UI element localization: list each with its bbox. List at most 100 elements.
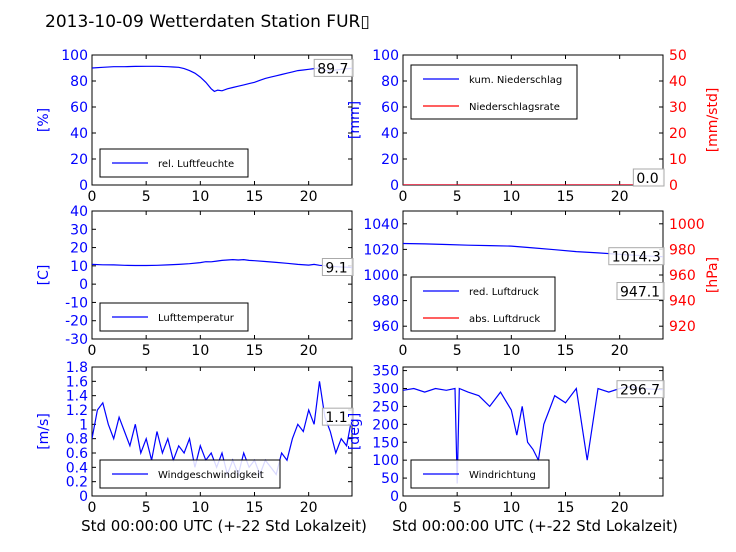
x-tick-label: 20 [300, 189, 318, 205]
x-tick-label: 20 [300, 343, 318, 359]
y-axis-label-right: [hPa] [705, 257, 721, 293]
x-axis-label: Std 00:00:00 UTC (+-22 Std Lokalzeit) [392, 517, 678, 535]
axes-frame [91, 54, 353, 186]
last-value-label: 947.1 [620, 285, 660, 301]
y-tick-label: 40 [70, 126, 88, 142]
legend: Windrichtung [410, 459, 550, 489]
legend-box [99, 302, 249, 332]
x-tick-label: 10 [191, 500, 209, 516]
value-label-box [313, 58, 354, 77]
value-label-box [608, 247, 665, 266]
x-tick-label: 20 [611, 189, 629, 205]
value-label-box [632, 168, 665, 187]
y-axis-label: [m/s] [36, 413, 52, 450]
x-tick-label: 10 [502, 343, 520, 359]
y-tick-label-right: 40 [669, 74, 687, 90]
series-line-windrichtung [403, 386, 663, 484]
panel-windspeed: 0 5 10 15 20 00.20.40.60.811.21.41.61.8 [m/s] S… [36, 360, 367, 535]
y-tick-label: 20 [70, 152, 88, 168]
x-tick-label: 0 [88, 189, 97, 205]
y-tick-label: 0 [390, 178, 399, 194]
y-axis-label-right: [mm/std] [705, 88, 721, 153]
y-tick-label: -10 [65, 295, 88, 311]
y-tick-label: 80 [70, 74, 88, 90]
y-tick-label: 300 [372, 382, 399, 398]
x-tick-label: 20 [611, 343, 629, 359]
figure-title: 2013-10-09 Wetterdaten Station FUR▯ [45, 12, 370, 32]
legend-box [410, 276, 556, 332]
panel-pressure: 0 5 10 15 20 960 980 1000 1020 1040 920 940 960 980 10… [363, 210, 721, 359]
y-tick-label: 60 [70, 100, 88, 116]
x-tick-label: 0 [88, 343, 97, 359]
legend-entry: Windrichtung [469, 470, 536, 481]
y-tick-label-right: 30 [669, 100, 687, 116]
x-tick-label: 15 [557, 189, 575, 205]
y-tick-label: 350 [372, 364, 399, 380]
y-tick-label: 1000 [363, 268, 399, 284]
x-tick-label: 15 [557, 500, 575, 516]
last-value-label: 9.1 [325, 261, 347, 277]
y-tick-label: 30 [70, 222, 88, 238]
y-tick-label: 40 [381, 126, 399, 142]
x-tick-label: 10 [502, 500, 520, 516]
x-tick-label: 15 [557, 343, 575, 359]
y-tick-label-right: 980 [669, 242, 696, 258]
y-tick-label: 1.2 [66, 403, 88, 419]
y-tick-label: 100 [61, 48, 88, 64]
y-tick-label-right: 20 [669, 126, 687, 142]
x-tick-label: 10 [502, 189, 520, 205]
legend-entry: Windgeschwindigkeit [158, 470, 264, 481]
y-tick-label-right: 50 [669, 48, 687, 64]
x-tick-label: 15 [246, 189, 264, 205]
x-tick-label: 5 [142, 189, 151, 205]
panel-precipitation: 0 5 10 15 20 0 20 40 60 80 100 0 10 20 30 40 50 [mm] [mm/s… [347, 48, 721, 205]
value-label-box [616, 282, 665, 301]
last-value-label: 89.7 [317, 61, 348, 77]
y-tick-label: 0 [79, 277, 88, 293]
x-tick-label: 5 [142, 500, 151, 516]
x-tick-label: 0 [399, 500, 408, 516]
x-tick-label: 0 [399, 343, 408, 359]
y-tick-label-right: 10 [669, 152, 687, 168]
y-tick-label: 1020 [363, 242, 399, 258]
x-tick-label: 15 [246, 500, 264, 516]
last-value-label: 0.0 [636, 171, 658, 187]
x-tick-label: 20 [611, 500, 629, 516]
legend: Lufttemperatur [99, 302, 249, 332]
y-axis-label: [C] [36, 265, 52, 286]
x-tick-label: 0 [399, 189, 408, 205]
x-tick-label: 10 [191, 189, 209, 205]
value-label-box [321, 407, 354, 426]
y-tick-label: 960 [372, 319, 399, 335]
legend-entry: kum. Niederschlag [469, 75, 562, 86]
legend-entry: abs. Luftdruck [469, 314, 540, 325]
x-tick-label: 20 [300, 500, 318, 516]
panel-temperature: 0 5 10 15 20 -30 -20 -10 0 10 20 30 40 [C] 9.1 Lufttemp… [36, 204, 354, 359]
legend: red. Luftdruck abs. Luftdruck [410, 276, 556, 332]
x-tick-label: 10 [191, 343, 209, 359]
y-tick-label: 980 [372, 294, 399, 310]
x-tick-label: 0 [88, 500, 97, 516]
legend-entry: Lufttemperatur [158, 313, 235, 324]
last-value-label: 1.1 [325, 410, 347, 426]
y-tick-label: 20 [70, 241, 88, 257]
y-tick-label: 40 [70, 204, 88, 220]
y-tick-label: 100 [372, 48, 399, 64]
legend-entry: rel. Luftfeuchte [158, 159, 234, 170]
y-tick-label: 10 [70, 259, 88, 275]
y-tick-label: 1.4 [66, 389, 88, 405]
y-tick-label: -20 [65, 314, 88, 330]
value-label-box [616, 380, 665, 399]
y-axis-label: [deg] [347, 413, 363, 450]
series-line-rel-luftfeuchte [92, 65, 352, 93]
panel-humidity: 0 5 10 15 20 0 20 40 60 80 100 [%] 89.7 rel. Luftfeuc… [36, 48, 354, 205]
legend: kum. Niederschlag Niederschlagsrate [410, 64, 578, 120]
y-tick-label: 80 [381, 74, 399, 90]
last-value-label: 296.7 [620, 383, 660, 399]
axes-frame [402, 366, 664, 497]
y-tick-label: 0.6 [66, 446, 88, 462]
last-value-label: 1014.3 [612, 250, 661, 266]
y-tick-label: 1040 [363, 217, 399, 233]
legend-box [410, 459, 550, 489]
y-tick-label: 1.6 [66, 374, 88, 390]
